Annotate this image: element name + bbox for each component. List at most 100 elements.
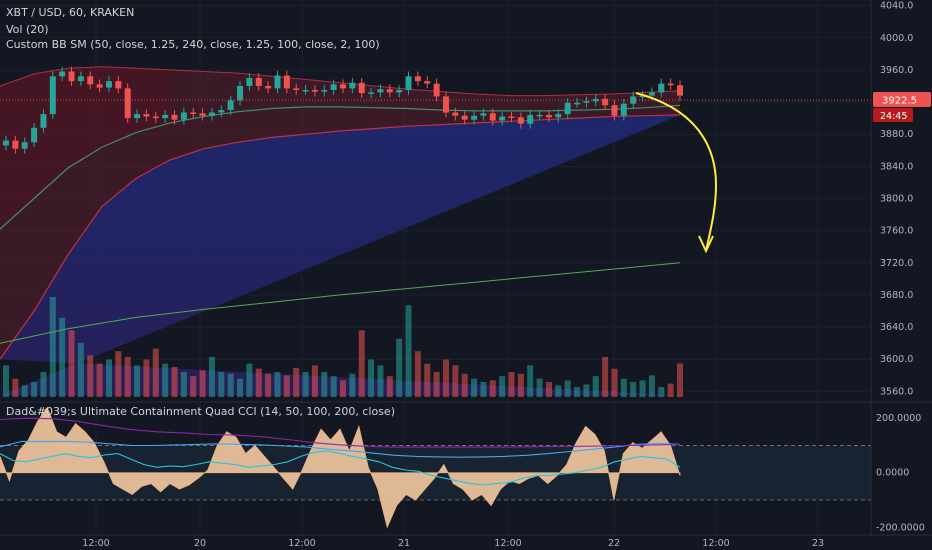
- candle-body: [31, 127, 38, 143]
- candle-body: [237, 85, 244, 101]
- cci-tick-label: -200.0000: [876, 522, 925, 533]
- volume-bar: [293, 367, 300, 397]
- candle-body: [21, 142, 28, 149]
- candle-body: [536, 114, 543, 117]
- candle-body: [527, 114, 534, 124]
- candle-body: [452, 112, 459, 116]
- volume-bar: [77, 342, 84, 397]
- price-tick-label: 3680.0: [880, 290, 913, 301]
- volume-bar: [180, 372, 187, 397]
- candle-body: [96, 84, 103, 88]
- candle-body: [433, 83, 440, 97]
- candle-body: [143, 114, 150, 117]
- candle-body: [246, 77, 253, 86]
- candle-body: [105, 81, 112, 88]
- upper-band-line: [0, 66, 681, 97]
- band-envelope-fill: [0, 66, 680, 360]
- volume-bar: [424, 363, 431, 397]
- volume-bar: [171, 367, 178, 397]
- volume-bar: [602, 357, 609, 397]
- volume-bar: [639, 380, 646, 397]
- price-tick-label: 3960.0: [880, 65, 913, 76]
- candle-body: [199, 113, 206, 116]
- volume-bar: [208, 357, 215, 397]
- volume-bar: [536, 378, 543, 397]
- price-tick-label: 3840.0: [880, 161, 913, 172]
- price-tick-label: 3600.0: [880, 354, 913, 365]
- time-tick-label: 12:00: [82, 538, 109, 549]
- symbol-legend[interactable]: XBT / USD, 60, KRAKEN: [6, 6, 135, 19]
- candle-body: [12, 140, 19, 149]
- candle-body: [414, 76, 421, 82]
- candle-body: [602, 98, 609, 106]
- price-tick-label: 3560.0: [880, 386, 913, 397]
- volume-bar: [237, 378, 244, 397]
- cci-legend[interactable]: Dad&#039;s Ultimate Containment Quad CCI…: [6, 405, 395, 418]
- volume-bar: [405, 305, 412, 397]
- volume-bar: [592, 376, 599, 397]
- volume-bar: [152, 348, 159, 397]
- volume-bar: [414, 351, 421, 397]
- price-tick-label: 4040.0: [880, 1, 913, 12]
- volume-bar: [648, 375, 655, 397]
- volume-bar: [143, 359, 150, 397]
- volume-bar: [396, 338, 403, 397]
- price-tick-label: 3880.0: [880, 129, 913, 140]
- volume-legend[interactable]: Vol (20): [6, 23, 49, 36]
- candle-body: [620, 103, 627, 116]
- volume-bar: [386, 376, 393, 397]
- candle-body: [480, 113, 487, 116]
- candle-body: [321, 89, 328, 92]
- volume-bar: [461, 373, 468, 397]
- candle-body: [658, 83, 665, 93]
- volume-bar: [377, 365, 384, 397]
- candle-body: [555, 114, 562, 118]
- price-tick-label: 3800.0: [880, 193, 913, 204]
- candle-body: [3, 140, 9, 146]
- long-ma-line: [0, 262, 681, 344]
- band-lines: [0, 66, 681, 360]
- time-tick-label: 23: [812, 538, 824, 549]
- candle-body: [368, 92, 375, 94]
- volume-bar: [527, 365, 534, 397]
- volume-bar: [162, 363, 169, 397]
- candle-body: [302, 89, 309, 92]
- volume-bar: [499, 376, 506, 397]
- candle-body: [639, 95, 646, 98]
- volume-bar: [255, 368, 262, 397]
- price-tick-label: 4000.0: [880, 33, 913, 44]
- candle-body: [124, 88, 131, 119]
- volume-bar: [583, 384, 590, 397]
- candle-body: [564, 102, 571, 115]
- volume-bar: [508, 372, 515, 397]
- candle-body: [667, 83, 674, 86]
- candle-body: [255, 77, 262, 86]
- candle-body: [68, 71, 75, 82]
- annotation-arrowhead: [698, 235, 714, 254]
- candle-body: [311, 89, 318, 92]
- candle-body: [461, 115, 468, 120]
- annotation-arrow[interactable]: [635, 92, 718, 254]
- cci-line-cci-50: [0, 450, 681, 486]
- volume-bar: [190, 376, 197, 397]
- candle-body: [508, 116, 515, 119]
- cci-panel: [0, 401, 932, 529]
- candle-body: [592, 98, 599, 102]
- volume-bar: [68, 330, 75, 397]
- time-tick-label: 12:00: [494, 538, 521, 549]
- candle-body: [59, 71, 66, 77]
- cci-tick-label: 0.0000: [876, 468, 909, 479]
- lower-band-fill: [0, 114, 680, 396]
- volume-bar: [3, 365, 9, 397]
- bands-legend[interactable]: Custom BB SM (50, close, 1.25, 240, clos…: [6, 38, 380, 51]
- candle-body: [442, 96, 449, 113]
- lower-band-line: [0, 114, 681, 360]
- volume-bar: [311, 365, 318, 397]
- candle-body: [405, 76, 412, 90]
- candle-body: [227, 100, 234, 111]
- volume-bar: [368, 359, 375, 397]
- volume-bar: [87, 355, 94, 397]
- candle-body: [611, 105, 618, 116]
